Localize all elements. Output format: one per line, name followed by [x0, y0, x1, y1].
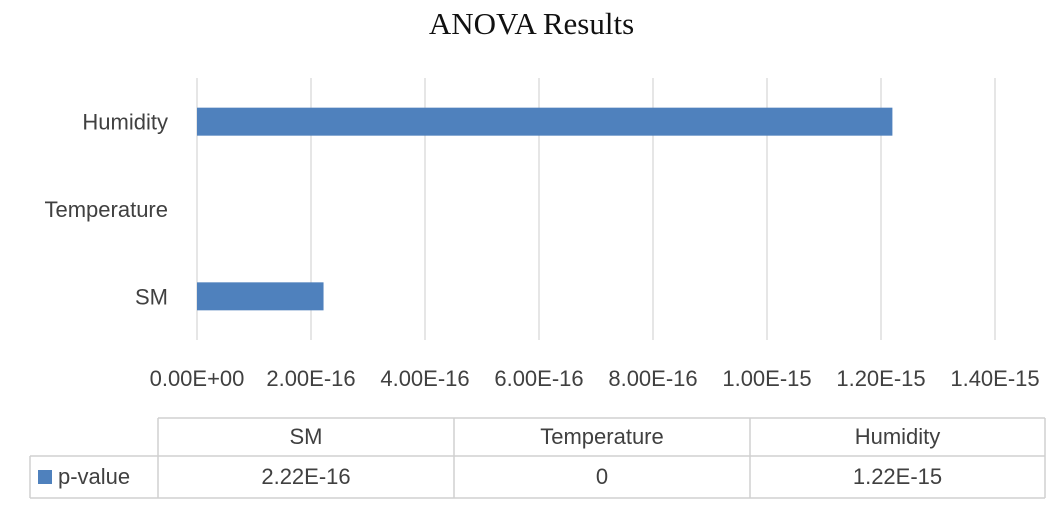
table-cell-sm: 2.22E-16 [261, 464, 351, 489]
table-cell-temperature: 0 [595, 464, 609, 489]
table-header-sm: SM [289, 424, 323, 449]
bar [197, 107, 893, 136]
x-tick-label: 8.00E-16 [608, 366, 697, 391]
x-tick-label: 1.00E-15 [722, 366, 811, 391]
x-tick-label: 4.00E-16 [380, 366, 469, 391]
plot-area: SM Temperature Humidity 0.00E+00 2.00E-16 4.… [44, 78, 1040, 391]
legend-label: p-value [58, 464, 131, 489]
table-cell-humidity: 1.22E-15 [852, 464, 943, 489]
legend-key-p-value: p-value [38, 456, 130, 498]
y-category-label: Temperature [44, 197, 168, 222]
chart-title: ANOVA Results [428, 6, 635, 41]
x-tick-label: 1.40E-15 [950, 366, 1039, 391]
legend-swatch [38, 470, 52, 484]
y-category-label: SM [135, 284, 168, 309]
y-category-label: Humidity [82, 110, 168, 135]
table-header-temperature: Temperature [540, 424, 664, 449]
x-tick-label: 6.00E-16 [494, 366, 583, 391]
x-tick-label: 0.00E+00 [150, 366, 245, 391]
x-tick-label: 2.00E-16 [266, 366, 355, 391]
x-tick-label: 1.20E-15 [836, 366, 925, 391]
bar [197, 282, 324, 311]
table-header-humidity: Humidity [854, 424, 941, 449]
